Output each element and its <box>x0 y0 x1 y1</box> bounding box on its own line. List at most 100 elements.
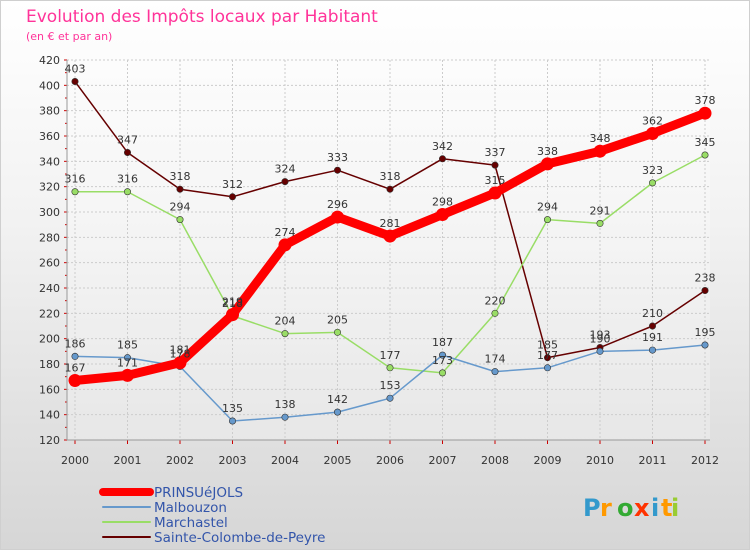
data-label-2: 294 <box>170 201 191 214</box>
data-point-2 <box>333 328 341 336</box>
data-point-0 <box>541 157 554 171</box>
data-label-1: 135 <box>222 402 243 415</box>
data-label-3: 210 <box>642 307 663 320</box>
x-tick-label: 2007 <box>429 454 457 467</box>
data-point-1 <box>386 394 394 402</box>
y-tick-label: 320 <box>39 181 60 194</box>
data-label-1: 178 <box>170 348 191 361</box>
data-point-0 <box>593 144 607 158</box>
data-label-0: 362 <box>642 114 663 127</box>
legend-label: Sainte-Colombe-de-Peyre <box>154 530 325 546</box>
data-label-2: 204 <box>275 315 296 328</box>
data-point-2 <box>71 188 79 196</box>
data-label-3: 333 <box>327 151 348 164</box>
data-point-1 <box>333 408 341 416</box>
data-label-1: 185 <box>117 339 138 352</box>
data-label-3: 337 <box>485 146 506 159</box>
data-point-2 <box>701 151 709 159</box>
logo-letter: i <box>651 494 659 522</box>
data-label-1: 153 <box>380 379 401 392</box>
data-point-0 <box>68 373 82 387</box>
data-label-2: 294 <box>537 201 558 214</box>
y-tick-label: 380 <box>39 105 60 118</box>
data-point-0 <box>173 356 187 370</box>
data-point-0 <box>383 229 397 243</box>
legend-label: PRINSUéJOLS <box>154 485 243 501</box>
data-point-1 <box>71 352 79 360</box>
data-point-3 <box>176 185 184 193</box>
data-label-3: 318 <box>380 170 401 183</box>
data-point-0 <box>226 308 239 322</box>
data-point-0 <box>121 368 134 382</box>
data-label-2: 218 <box>222 297 243 310</box>
data-label-0: 296 <box>327 198 348 211</box>
data-label-0: 171 <box>117 356 138 369</box>
x-tick-label: 2000 <box>61 454 89 467</box>
data-point-0 <box>436 208 449 222</box>
data-point-1 <box>596 347 604 355</box>
data-label-1: 191 <box>642 331 663 344</box>
data-label-3: 193 <box>590 329 611 342</box>
logo-letter: o <box>617 494 634 522</box>
x-tick-label: 2009 <box>534 454 562 467</box>
data-label-1: 190 <box>590 332 611 345</box>
data-label-0: 219 <box>222 296 243 309</box>
data-label-1: 195 <box>695 326 716 339</box>
data-point-2 <box>176 216 184 224</box>
data-label-0: 181 <box>170 344 191 357</box>
data-point-0 <box>698 106 712 120</box>
data-label-1: 186 <box>65 337 86 350</box>
data-point-1 <box>438 351 446 359</box>
y-tick-label: 340 <box>39 155 60 168</box>
chart-subtitle: (en € et par an) <box>26 30 112 43</box>
data-point-2 <box>386 364 394 372</box>
x-tick-label: 2012 <box>691 454 719 467</box>
data-point-1 <box>701 341 709 349</box>
data-point-0 <box>331 210 344 224</box>
data-label-3: 238 <box>695 272 716 285</box>
logo-letter: P <box>583 494 601 522</box>
data-point-3 <box>281 178 289 186</box>
data-label-1: 187 <box>432 336 453 349</box>
data-label-0: 274 <box>275 226 296 239</box>
x-tick-label: 2004 <box>271 454 299 467</box>
data-point-3 <box>386 185 394 193</box>
data-point-3 <box>71 78 79 86</box>
data-point-1 <box>543 364 551 372</box>
y-tick-label: 160 <box>39 383 60 396</box>
data-label-3: 185 <box>537 339 558 352</box>
data-point-2 <box>281 330 289 338</box>
data-point-3 <box>229 193 237 201</box>
y-tick-label: 120 <box>39 434 60 447</box>
legend-label: Malbouzon <box>154 500 227 516</box>
data-point-2 <box>596 219 604 227</box>
data-label-3: 318 <box>170 170 191 183</box>
y-tick-label: 240 <box>39 282 60 295</box>
data-label-3: 324 <box>275 163 296 176</box>
data-label-0: 298 <box>432 196 453 209</box>
legend-label: Marchastel <box>154 515 228 531</box>
data-label-2: 173 <box>432 354 453 367</box>
data-label-3: 312 <box>222 178 243 191</box>
data-label-2: 316 <box>117 173 138 186</box>
data-label-3: 342 <box>432 140 453 153</box>
data-label-2: 291 <box>590 204 611 217</box>
y-tick-label: 260 <box>39 257 60 270</box>
plot-background <box>67 60 710 440</box>
logo-letter: r <box>600 494 612 522</box>
y-tick-label: 400 <box>39 79 60 92</box>
y-tick-label: 220 <box>39 307 60 320</box>
x-tick-label: 2001 <box>114 454 142 467</box>
logo-letter: x <box>634 494 650 522</box>
y-tick-label: 200 <box>39 333 60 346</box>
data-label-2: 345 <box>695 136 716 149</box>
data-point-2 <box>543 216 551 224</box>
data-label-1: 138 <box>275 398 296 411</box>
data-label-0: 378 <box>695 94 716 107</box>
x-tick-label: 2011 <box>639 454 667 467</box>
data-point-3 <box>701 287 709 295</box>
data-point-1 <box>491 368 499 376</box>
x-tick-label: 2006 <box>376 454 404 467</box>
